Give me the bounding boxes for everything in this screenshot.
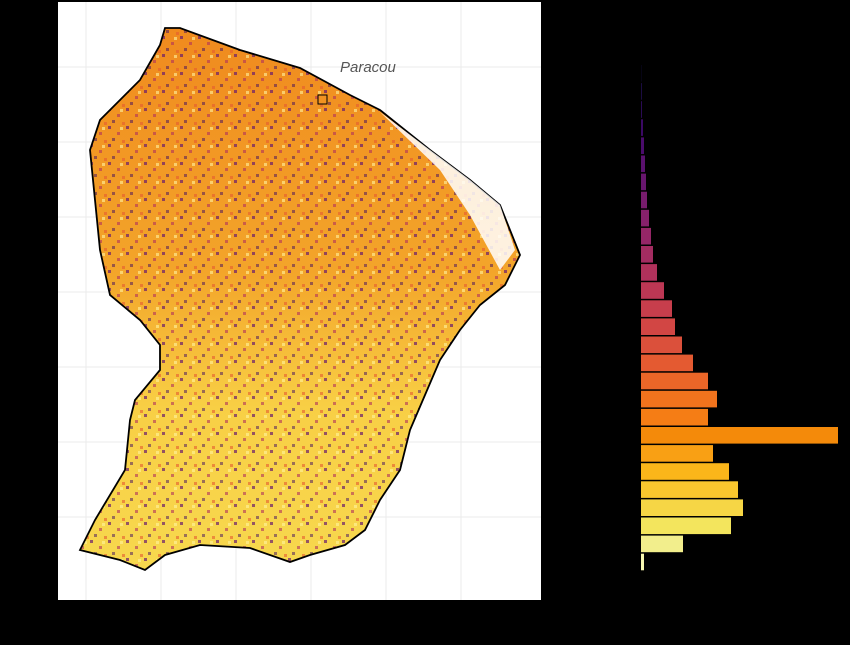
histogram-bar bbox=[641, 553, 644, 571]
histogram-bar bbox=[641, 119, 643, 136]
histogram-bar bbox=[641, 390, 717, 408]
histogram-bar bbox=[641, 227, 651, 245]
histogram-bar bbox=[641, 83, 642, 100]
histogram bbox=[641, 65, 838, 571]
histogram-bar bbox=[641, 209, 649, 227]
histogram-bar bbox=[641, 499, 743, 516]
histogram-bar bbox=[641, 372, 708, 390]
histogram-bar bbox=[641, 264, 657, 281]
histogram-bar bbox=[641, 336, 682, 354]
histogram-bar bbox=[641, 535, 683, 553]
histogram-bar bbox=[641, 408, 708, 426]
histogram-bar bbox=[641, 191, 647, 209]
histogram-bar bbox=[641, 427, 838, 444]
histogram-bar bbox=[641, 517, 731, 535]
histogram-bar bbox=[641, 445, 713, 462]
histogram-bar bbox=[641, 65, 642, 82]
territory bbox=[78, 27, 521, 572]
histogram-bar bbox=[641, 155, 645, 173]
histogram-bar bbox=[641, 137, 644, 154]
histogram-bar bbox=[641, 246, 653, 263]
histogram-bar bbox=[641, 300, 672, 317]
histogram-bar bbox=[641, 354, 693, 372]
histogram-bar bbox=[641, 282, 664, 299]
histogram-bar bbox=[641, 173, 646, 191]
histogram-bar bbox=[641, 463, 729, 480]
histogram-bar bbox=[641, 101, 642, 118]
histogram-bar bbox=[641, 481, 738, 498]
histogram-bar bbox=[641, 318, 675, 335]
site-marker bbox=[317, 94, 328, 105]
site-label: Paracou bbox=[340, 59, 397, 76]
